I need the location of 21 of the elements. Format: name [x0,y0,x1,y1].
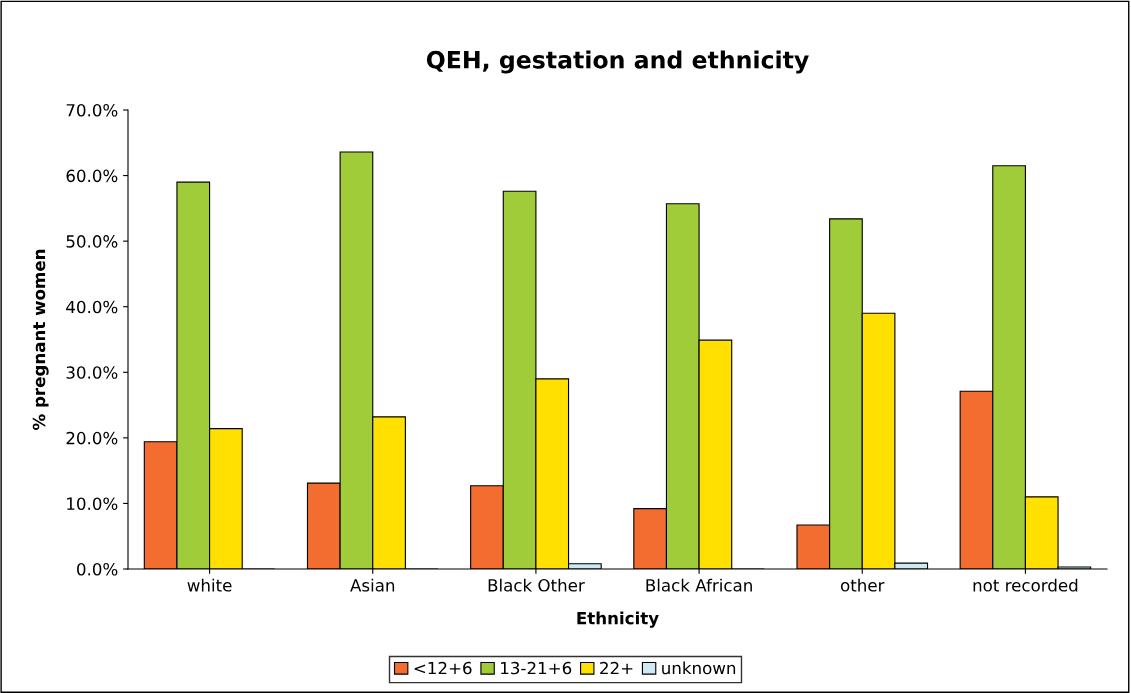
x-tick-label: Black Other [488,578,585,592]
x-tick-label: white [187,578,232,592]
legend-label: 13-21+6 [501,661,572,675]
legend-label: 22+ [600,661,633,675]
x-tick-label: not recorded [973,578,1078,592]
x-axis-title: Ethnicity [577,611,659,628]
x-tick-label: Black African [646,578,752,592]
x-tick-label: other [840,578,885,592]
y-axis-title: % pregnant women [32,249,49,430]
y-tick-label: 60.0% [66,169,118,183]
y-tick-label: 40.0% [66,300,118,314]
x-tick-label: Asian [350,578,395,592]
y-tick-label: 10.0% [67,497,118,510]
y-tick-label: 50.0% [66,235,118,248]
legend-label: <12+6 [414,661,472,675]
y-tick-label: 70.0% [66,103,118,117]
legend-label: unknown [662,661,736,675]
y-tick-label: 20.0% [66,431,118,445]
y-tick-label: 0.0% [77,562,118,576]
chart-title: QEH, gestation and ethnicity [426,50,809,74]
y-tick-label: 30.0% [66,366,118,379]
